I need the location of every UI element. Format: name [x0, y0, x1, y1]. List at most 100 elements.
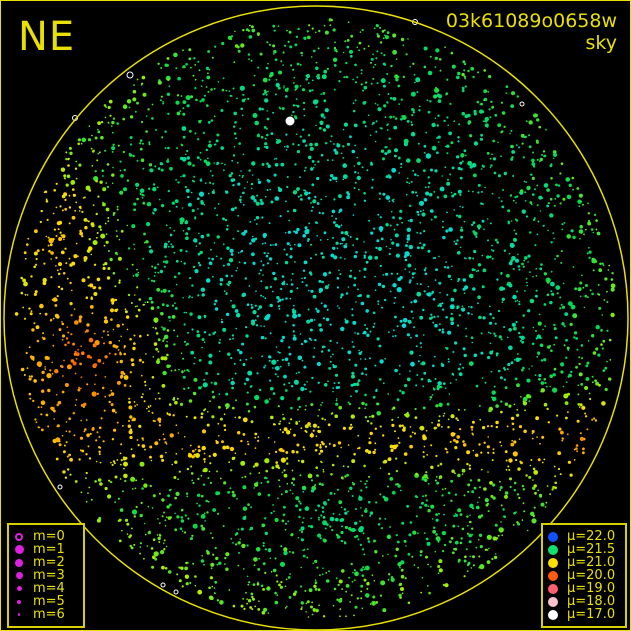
star-point — [257, 133, 260, 135]
star-point — [173, 251, 176, 254]
star-point — [490, 494, 494, 498]
star-point — [580, 344, 584, 347]
star-point — [200, 559, 205, 563]
star-point — [341, 569, 345, 573]
star-point — [336, 342, 338, 344]
star-point — [389, 247, 392, 250]
star-point — [412, 530, 417, 535]
star-point — [257, 568, 261, 571]
star-point — [427, 563, 429, 566]
star-point — [235, 327, 237, 330]
star-point — [279, 215, 282, 218]
star-point — [461, 72, 465, 77]
star-point — [347, 465, 350, 468]
star-point — [537, 458, 541, 462]
star-point — [342, 465, 345, 468]
star-point — [454, 341, 458, 345]
star-point — [379, 359, 384, 364]
star-point — [63, 359, 65, 362]
star-point — [110, 318, 113, 321]
star-point — [133, 515, 136, 518]
star-point — [408, 533, 412, 537]
star-point — [51, 373, 54, 375]
star-point — [158, 397, 161, 400]
star-point — [157, 167, 161, 170]
star-point — [470, 425, 474, 429]
star-point — [430, 313, 433, 316]
star-point — [305, 431, 308, 433]
star-point — [540, 359, 544, 362]
star-point — [148, 410, 150, 413]
star-point — [360, 480, 362, 483]
star-point — [386, 129, 389, 131]
star-point — [350, 269, 352, 272]
star-point — [318, 287, 324, 293]
star-point — [348, 402, 352, 406]
star-point — [573, 336, 576, 339]
star-point — [95, 460, 98, 463]
star-point — [184, 566, 189, 571]
star-point — [279, 585, 283, 589]
star-point — [278, 70, 283, 75]
star-point — [409, 435, 412, 438]
star-point — [332, 364, 335, 366]
star-point — [116, 208, 119, 211]
star-point — [494, 322, 497, 325]
star-point — [517, 522, 521, 526]
star-point — [325, 124, 330, 129]
star-point — [78, 386, 80, 389]
star-point — [246, 598, 248, 600]
star-point — [28, 307, 31, 310]
star-point — [365, 309, 370, 313]
star-point — [136, 78, 139, 81]
star-point — [80, 419, 82, 422]
star-point — [351, 580, 354, 583]
brightness-label: μ=22.0 — [567, 529, 616, 544]
star-point — [278, 583, 281, 587]
star-point — [213, 115, 216, 118]
star-point — [60, 365, 64, 369]
star-point — [358, 49, 361, 52]
star-point — [163, 438, 166, 441]
star-point — [119, 359, 124, 364]
star-point — [553, 204, 556, 207]
star-point — [526, 281, 528, 284]
star-point — [291, 551, 295, 554]
star-point — [185, 250, 188, 253]
star-point — [448, 131, 452, 136]
star-point — [460, 226, 463, 229]
star-point — [433, 94, 438, 99]
star-point — [277, 405, 280, 408]
star-point — [350, 594, 353, 597]
star-point — [312, 355, 315, 358]
star-point — [249, 472, 252, 475]
star-point — [436, 124, 439, 127]
star-point — [200, 212, 204, 216]
star-point — [461, 89, 465, 93]
star-point — [101, 169, 104, 172]
star-point — [288, 346, 291, 349]
star-point — [284, 260, 289, 265]
star-point — [148, 141, 151, 144]
star-point — [189, 129, 192, 133]
star-point — [174, 512, 176, 515]
star-point — [215, 139, 219, 143]
star-point — [254, 394, 260, 401]
star-point — [111, 146, 116, 151]
star-point — [591, 258, 597, 264]
star-point — [610, 287, 615, 292]
star-point — [224, 163, 226, 166]
bright-star-point — [160, 582, 166, 588]
star-point — [476, 505, 480, 510]
star-point — [289, 244, 292, 247]
star-point — [511, 150, 516, 154]
star-point — [500, 131, 503, 134]
star-point — [30, 310, 33, 313]
star-point — [431, 421, 433, 424]
star-point — [286, 482, 289, 485]
star-point — [430, 168, 433, 172]
star-point — [346, 45, 350, 49]
star-point — [256, 134, 260, 138]
star-point — [585, 378, 588, 381]
star-point — [545, 277, 551, 283]
